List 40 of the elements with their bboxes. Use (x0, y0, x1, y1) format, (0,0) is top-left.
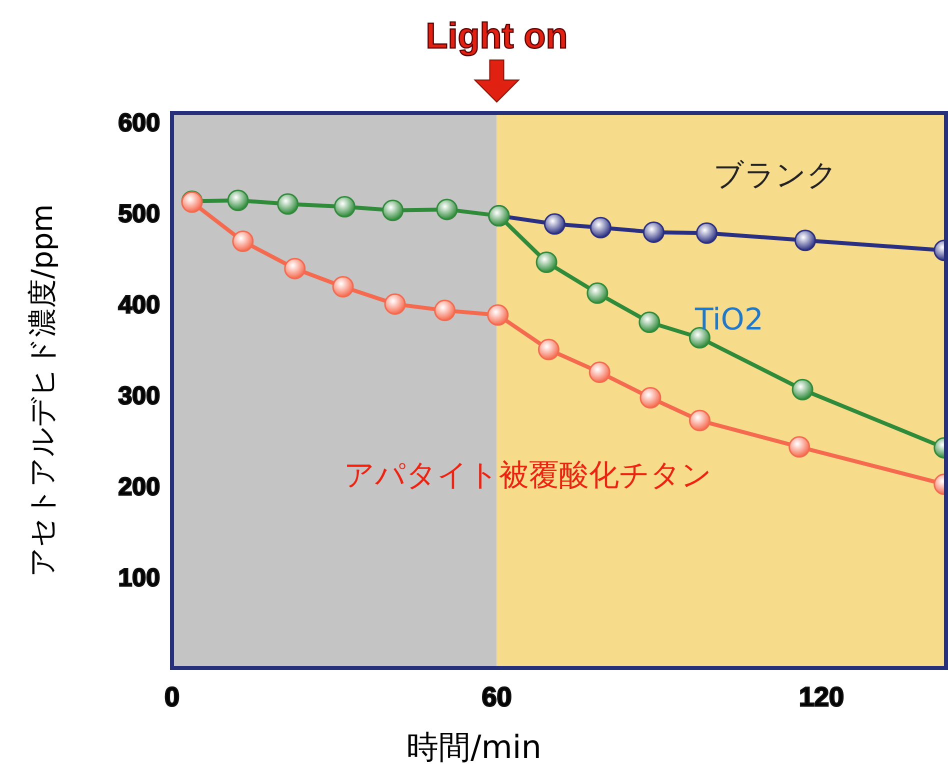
point (277, 193, 299, 215)
y-tick-label: 400 (118, 291, 160, 320)
point (792, 378, 814, 400)
y-tick-label: 100 (118, 564, 160, 592)
series-label: ブランク (714, 158, 838, 194)
point (590, 216, 612, 238)
point (696, 222, 718, 244)
point (334, 196, 356, 218)
x-tick-label: 0 (164, 682, 180, 712)
point (536, 251, 558, 273)
point (794, 230, 816, 252)
point (382, 200, 404, 222)
ref-line-label: Light on (426, 15, 568, 56)
y-tick-label: 200 (118, 473, 160, 502)
point (332, 276, 354, 298)
point (284, 258, 306, 280)
point (586, 282, 608, 304)
point (227, 190, 249, 212)
y-tick-label: 500 (118, 200, 160, 228)
x-tick-label: 120 (798, 682, 844, 712)
x-tick-label: 60 (482, 682, 512, 712)
point (436, 198, 458, 220)
series-label: TiO2 (694, 302, 764, 338)
point (642, 221, 664, 243)
point (544, 213, 566, 235)
point (588, 362, 610, 384)
y-tick-label: 600 (118, 109, 160, 138)
point (487, 304, 509, 326)
point (232, 230, 254, 252)
point (384, 293, 406, 315)
x-axis-title: 時間/min (406, 728, 542, 764)
point (688, 410, 710, 432)
point (638, 312, 660, 334)
point (640, 387, 662, 409)
y-axis-title: アセトアルデヒド濃度/ppm (25, 204, 59, 577)
y-tick-label: 300 (118, 382, 160, 410)
point (538, 338, 560, 360)
point (434, 300, 456, 322)
point (788, 436, 810, 458)
series-label: アパタイト被覆酸化チタン (344, 458, 712, 493)
